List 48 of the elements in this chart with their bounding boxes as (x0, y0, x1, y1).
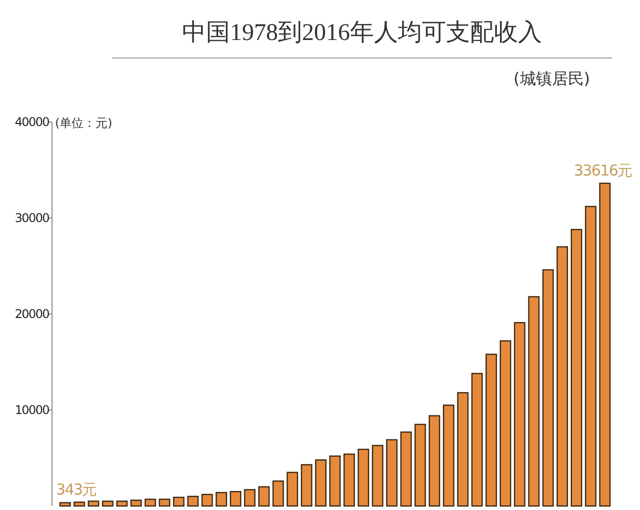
bar (584, 206, 596, 507)
y-tick-label: 20000 (14, 307, 50, 321)
bar (542, 269, 554, 507)
bar (272, 480, 284, 507)
bar (300, 464, 312, 507)
bar (144, 498, 156, 507)
bar (74, 502, 86, 507)
bar (486, 354, 497, 507)
bar (244, 489, 256, 507)
bar (570, 228, 582, 507)
bar (457, 392, 469, 507)
bar (372, 444, 384, 507)
bar (556, 246, 568, 507)
bar (173, 496, 184, 507)
chart-subtitle: (城镇居民) (514, 69, 590, 88)
bar (500, 340, 512, 507)
bar (216, 492, 228, 507)
y-tick-label: 40000 (14, 115, 50, 129)
bar (158, 498, 170, 507)
data-label: 343元 (56, 480, 98, 499)
bar (428, 415, 440, 507)
bar (102, 500, 114, 507)
bar (514, 322, 526, 507)
bar (358, 448, 370, 507)
bar (116, 500, 128, 507)
bar (400, 431, 412, 507)
y-tick-label: 10000 (14, 403, 50, 417)
bar (442, 404, 454, 507)
y-tick-label: 30000 (14, 211, 50, 225)
bar (258, 486, 270, 507)
bar (59, 502, 71, 507)
bar (414, 424, 426, 507)
bar (187, 496, 199, 507)
bar (343, 454, 355, 507)
bar (286, 472, 298, 507)
chart-title: 中国1978到2016年人均可支配收入 (182, 19, 542, 46)
bar (88, 500, 100, 507)
bar (471, 372, 483, 507)
bar (201, 494, 213, 507)
y-axis-title: (单位：元) (55, 116, 112, 130)
bar (329, 455, 341, 507)
bar (130, 500, 142, 507)
data-label: 33616元 (574, 161, 633, 180)
bar (315, 459, 327, 507)
bar (230, 491, 242, 507)
bar (528, 296, 540, 507)
bar (599, 182, 611, 507)
bar (386, 439, 398, 507)
